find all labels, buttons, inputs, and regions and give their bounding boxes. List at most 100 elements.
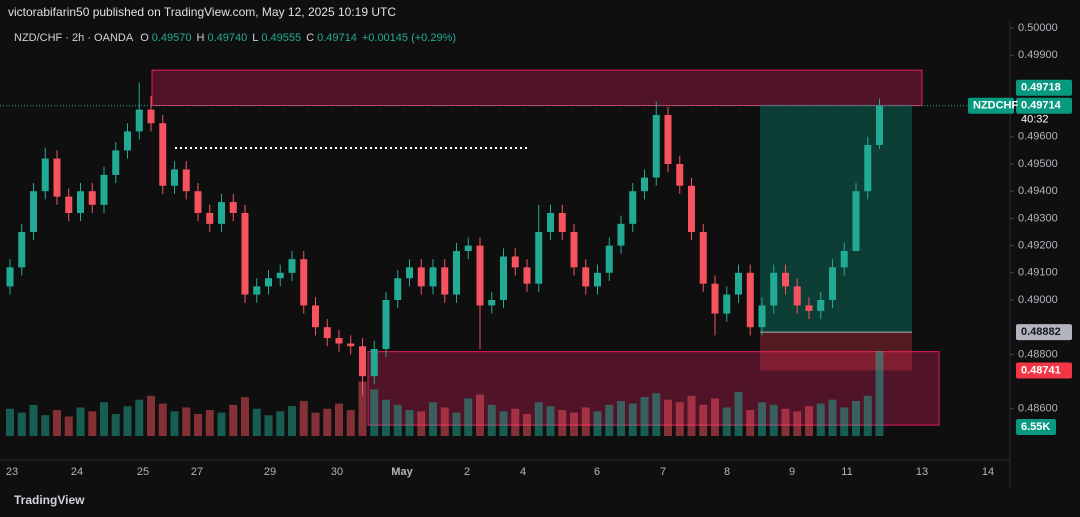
volume-bar [123,406,132,436]
candle-body [335,338,343,344]
candle-body [488,300,496,306]
volume-bar [593,411,602,436]
volume-bar [523,413,531,436]
volume-bar [135,399,144,436]
candle-body [664,115,672,164]
volume-label: 6.55K [1021,421,1050,433]
legend-text: L [252,32,258,44]
price-label: 0.49714 [1021,100,1062,112]
x-tick-label: 24 [71,466,83,478]
candle-body [6,267,14,287]
candle-body [194,191,202,213]
volume-bar [41,415,50,436]
x-tick-label: 23 [6,466,18,478]
volume-bar [299,400,308,436]
candle-body [77,191,84,213]
volume-bar [664,399,672,436]
volume-bar [863,395,872,436]
volume-bar [699,404,708,436]
volume-bar [29,404,38,436]
volume-bar [805,406,813,436]
volume-bar [758,402,766,436]
volume-bar [241,397,249,436]
volume-bar [64,416,73,436]
volume-bar [252,408,261,436]
y-tick-label: 0.49500 [1018,158,1058,170]
candle-body [629,191,637,224]
x-tick-label: 25 [137,466,149,478]
volume-bar [476,394,484,436]
candle-body [805,305,813,311]
legend-text: NZD/CHF · 2h · OANDA [14,32,134,44]
candle-body [147,109,155,124]
x-tick-label: 27 [191,466,203,478]
x-tick-label: 8 [724,466,730,478]
volume-bar [158,403,167,436]
volume-bar [617,400,625,436]
volume-bar [640,397,649,436]
volume-bar [534,402,543,436]
candle-body [688,185,695,232]
target-label: 0.49718 [1021,82,1061,94]
candle-body [829,267,836,300]
x-tick-label: 11 [841,466,852,478]
volume-bar [570,412,578,436]
candle-body [323,327,331,339]
candle-body [500,256,507,300]
volume-bar [793,411,802,436]
volume-bar [182,407,191,436]
candle-body [723,294,731,314]
candle-body [558,212,566,232]
candle-body [206,212,214,224]
y-tick-label: 0.48600 [1018,403,1058,415]
candle-body [441,267,449,295]
volume-bar [405,410,414,436]
candle-body [218,202,225,224]
volume-bar [276,411,285,436]
volume-bar [6,408,14,436]
volume-bar [781,408,790,436]
candle-body [758,305,766,328]
candle-body [523,267,531,284]
candle-body [53,158,61,197]
candle-body [241,212,249,295]
volume-bar [628,403,637,436]
volume-bar [323,408,332,436]
volume-bar [511,408,520,436]
volume-bar [487,404,496,436]
volume-bar [769,404,778,436]
volume-bar [288,406,296,436]
volume-bar [852,400,860,436]
supply-demand-zone [151,69,923,107]
candle-body [782,272,789,287]
entry-label: 0.48882 [1021,326,1061,338]
volume-bar [816,403,825,436]
y-tick-label: 0.49600 [1018,131,1058,143]
candle-body [852,191,860,252]
volume-bar [100,402,108,436]
candle-body [112,150,120,175]
candle-body [288,259,296,273]
legend-text: 0.49555 [261,32,301,44]
volume-bar [499,411,508,436]
candle-body [605,245,613,273]
candle-body [182,169,190,192]
symbol-label-box [968,97,1014,114]
price-label-box [1016,97,1072,114]
candle-body [159,123,167,186]
volume-bar [734,391,743,436]
candle-body [300,259,308,306]
x-tick-label: 13 [916,466,928,478]
candle-body [41,158,49,192]
volume-bar [546,406,555,436]
candle-body [370,348,378,377]
y-tick-label: 0.49900 [1018,49,1058,61]
legend-text: 0.49570 [152,32,192,44]
candle-body [676,164,684,186]
candle-body [100,174,108,205]
countdown: 40:32 [1021,114,1049,126]
volume-bar [440,407,449,436]
volume-bar [417,411,426,436]
candle-body [347,343,355,347]
